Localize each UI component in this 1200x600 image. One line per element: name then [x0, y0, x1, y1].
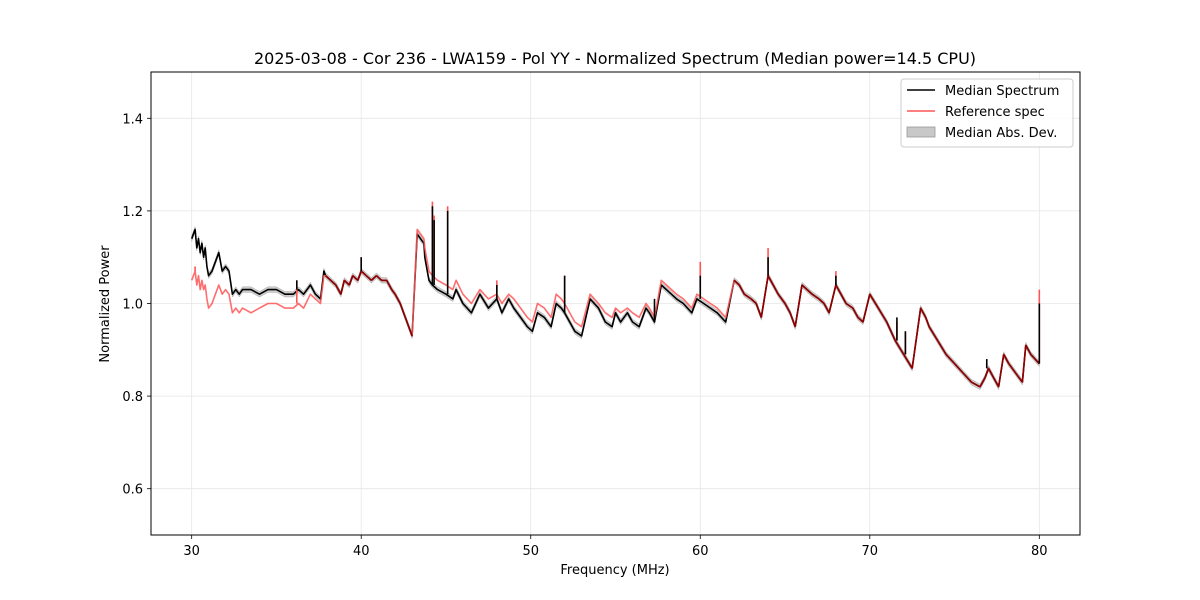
overlap-segment — [1003, 354, 1010, 365]
overlap-segment — [962, 372, 973, 383]
x-tick-label: 70 — [862, 544, 879, 559]
legend-median-label: Median Spectrum — [945, 84, 1059, 99]
overlap-segment — [818, 298, 825, 305]
overlap-segment — [924, 317, 930, 327]
overlap-segment — [903, 354, 913, 369]
overlap-segment — [919, 307, 927, 318]
y-tick-label: 1.2 — [122, 205, 143, 220]
overlap-segment — [828, 284, 837, 313]
overlap-segment — [784, 303, 791, 314]
overlap-segment — [348, 275, 354, 286]
overlap-segment — [743, 293, 752, 300]
overlap-segment — [335, 284, 342, 295]
overlap-segment — [911, 308, 922, 369]
overlap-segment — [835, 284, 842, 295]
x-tick-label: 50 — [522, 544, 539, 559]
overlap-segment — [794, 284, 803, 327]
overlap-segment — [877, 307, 888, 323]
overlap-segment — [352, 275, 359, 281]
legend-reference-label: Reference spec — [945, 105, 1045, 120]
overlap-segment — [370, 275, 378, 281]
overlap-segment — [806, 289, 813, 295]
overlap-segment — [984, 368, 990, 378]
overlap-segment — [340, 280, 346, 295]
overlap-segment — [394, 293, 401, 304]
overlap-segment — [971, 381, 981, 388]
overlap-segment — [928, 326, 939, 341]
overlap-segment — [777, 293, 786, 304]
overlap-segment — [945, 353, 956, 365]
overlap-segment — [755, 303, 763, 318]
overlap-segment — [894, 340, 905, 355]
overlap-segment — [857, 316, 864, 323]
overlap-segment — [852, 307, 859, 318]
overlap-segment — [789, 312, 796, 327]
overlap-segment — [733, 279, 740, 286]
overlap-segment — [391, 289, 396, 295]
overlap-segment — [375, 275, 383, 281]
overlap-segment — [1021, 345, 1027, 383]
overlap-segment — [987, 367, 995, 378]
overlap-segment — [823, 303, 830, 314]
overlap-segment — [365, 275, 372, 281]
overlap-segment — [869, 293, 879, 309]
overlap-segment — [1025, 344, 1032, 355]
overlap-segment — [360, 270, 367, 277]
overlap-segment — [811, 293, 820, 300]
y-axis-label: Normalized Power — [98, 245, 113, 363]
overlap-segment — [357, 270, 362, 281]
y-tick-label: 0.6 — [122, 483, 143, 498]
overlap-segment — [1008, 363, 1017, 374]
series-layer — [190, 201, 1041, 388]
overlap-segment — [997, 354, 1005, 387]
overlap-segment — [343, 279, 350, 286]
overlap-segment — [767, 275, 774, 286]
overlap-segment — [404, 317, 413, 337]
overlap-segment — [1014, 372, 1024, 383]
overlap-segment — [330, 279, 337, 286]
overlap-segment — [738, 284, 746, 295]
overlap-segment — [385, 279, 393, 290]
legend: Median Spectrum Reference spec Median Ab… — [900, 78, 1074, 148]
overlap-segment — [936, 340, 947, 355]
overlap-segment — [845, 302, 854, 309]
chart-title: 2025-03-08 - Cor 236 - LWA159 - Pol YY -… — [254, 49, 976, 68]
y-tick-label: 1.0 — [122, 298, 143, 313]
overlap-segment — [953, 363, 964, 374]
overlap-segment — [399, 303, 407, 318]
overlap-segment — [840, 293, 847, 304]
overlap-segment — [801, 284, 808, 291]
overlap-segment — [760, 275, 769, 318]
overlap-segment — [750, 298, 757, 305]
overlap-segment — [325, 275, 332, 281]
x-tick-label: 60 — [692, 544, 709, 559]
x-tick-label: 40 — [353, 544, 370, 559]
overlap-segment — [992, 377, 1000, 388]
legend-box — [900, 78, 1074, 148]
x-tick-label: 80 — [1031, 544, 1048, 559]
legend-mad-label: Median Abs. Dev. — [945, 126, 1057, 141]
tick-layer: 30 40 50 60 70 80 0.6 0.8 1.0 1.2 1.4 — [122, 112, 1047, 559]
x-tick-label: 30 — [183, 544, 200, 559]
overlap-segment — [886, 321, 896, 341]
overlap-segment — [862, 294, 871, 323]
x-axis-label: Frequency (MHz) — [560, 563, 669, 578]
y-tick-label: 0.8 — [122, 390, 143, 405]
y-tick-label: 1.4 — [122, 112, 143, 127]
overlap-segment — [772, 284, 779, 295]
overlap-segment — [1030, 353, 1040, 365]
overlap-segment — [979, 377, 986, 388]
legend-mad-swatch — [906, 126, 936, 138]
